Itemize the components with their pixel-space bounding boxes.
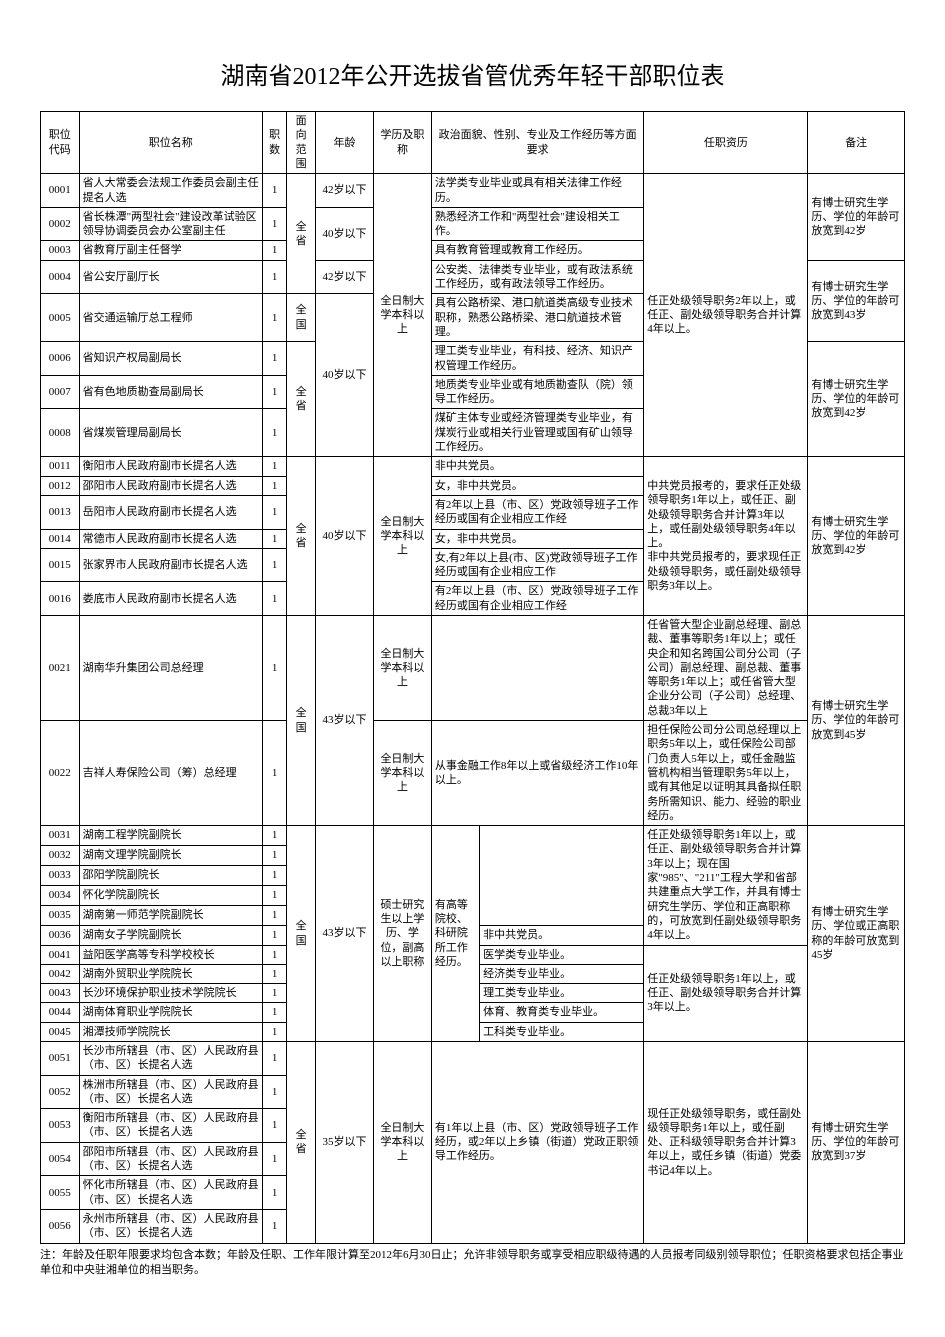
col-req: 政治面貌、性别、专业及工作经历等方面要求 (431, 112, 643, 174)
col-name: 职位名称 (79, 112, 262, 174)
table-row: 0031 湖南工程学院副院长 1 全国 43岁以下 硕士研究生以上学历、学位，副… (41, 826, 905, 846)
table-row: 0022 吉祥人寿保险公司（筹）总经理 1 全日制大学本科以上 从事金融工作8年… (41, 721, 905, 826)
position-table: 职位代码 职位名称 职数 面向范围 年龄 学历及职称 政治面貌、性别、专业及工作… (40, 111, 905, 1243)
table-row: 0021 湖南华升集团公司总经理 1 全国 43岁以下 全日制大学本科以上 任省… (41, 615, 905, 720)
col-scope: 面向范围 (287, 112, 316, 174)
col-qual: 任职资历 (644, 112, 808, 174)
col-note: 备注 (808, 112, 905, 174)
col-age: 年龄 (316, 112, 374, 174)
table-row: 0051 长沙市所辖县（市、区）人民政府县（市、区）长提名人选 1 全省 35岁… (41, 1042, 905, 1076)
col-edu: 学历及职称 (373, 112, 431, 174)
table-row: 0001 省人大常委会法规工作委员会副主任提名人选 1 全省 42岁以下 全日制… (41, 174, 905, 208)
footnote: 注：年龄及任职年限要求均包含本数；年龄及任职、工作年限计算至2012年6月30日… (40, 1248, 905, 1279)
col-count: 职数 (263, 112, 287, 174)
col-code: 职位代码 (41, 112, 80, 174)
page-title: 湖南省2012年公开选拔省管优秀年轻干部职位表 (40, 56, 905, 91)
table-row: 0011 衡阳市人民政府副市长提名人选 1 全省 40岁以下 全日制大学本科以上… (41, 457, 905, 476)
table-header-row: 职位代码 职位名称 职数 面向范围 年龄 学历及职称 政治面貌、性别、专业及工作… (41, 112, 905, 174)
